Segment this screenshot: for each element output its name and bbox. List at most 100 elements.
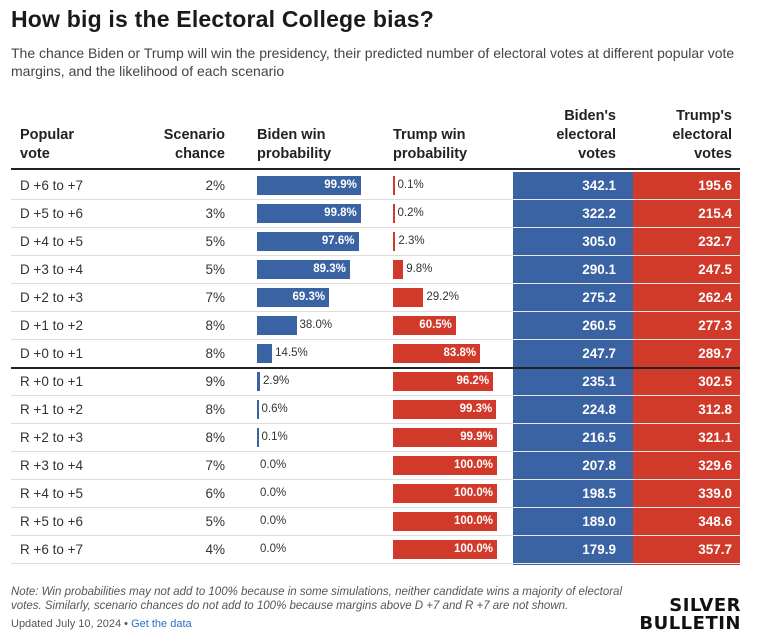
trump-win-bar [393,400,497,419]
popular-vote-cell: D +4 to +5 [20,234,84,249]
ev-row-divider [513,423,740,424]
biden-win-bar [257,316,297,335]
ev-row-divider [513,479,740,480]
biden-win-label: 0.0% [260,459,287,471]
popular-vote-cell: D +3 to +4 [20,262,84,277]
popular-vote-cell: R +1 to +2 [20,402,84,417]
scenario-chance-cell: 9% [205,374,225,389]
trump-win-label: 29.2% [426,291,459,303]
trump-ev-value: 277.3 [698,318,732,333]
scenario-chance-cell: 6% [205,486,225,501]
header-biden-ev-line3: votes [578,146,616,162]
biden-win-label: 69.3% [292,291,326,303]
get-data-link[interactable]: Get the data [131,618,192,630]
trump-win-bar [393,484,497,503]
scenario-chance-cell: 8% [205,346,225,361]
silver-bulletin-logo: SILVER BULLETIN [639,597,741,633]
updated-date: Updated July 10, 2024 [11,618,122,630]
header-trump-ev: Trump's electoral votes [640,107,732,164]
biden-win-bar [257,288,330,307]
biden-ev-value: 216.5 [582,430,616,445]
table-row: D +0 to +1 8% 14.5% 83.8% 247.7 289.7 [11,340,740,368]
header-biden-ev-line1: Biden's [564,108,616,124]
biden-ev-value: 247.7 [582,346,616,361]
trump-ev-value: 247.5 [698,262,732,277]
header-popular-vote-line1: Popular [20,127,74,143]
popular-vote-cell: D +1 to +2 [20,318,84,333]
trump-win-bar [393,260,404,279]
trump-win-label: 100.0% [453,515,493,527]
trump-ev-value: 321.1 [698,430,732,445]
biden-win-label: 99.8% [324,207,357,219]
header-scenario-chance-line2: chance [175,146,225,162]
popular-vote-cell: R +0 to +1 [20,374,84,389]
ev-row-divider [513,563,740,564]
trump-ev-value: 232.7 [698,234,732,249]
biden-win-label: 97.6% [321,235,355,247]
biden-win-label: 0.6% [261,403,288,415]
header-trump-ev-line2: electoral [672,127,732,143]
table-row: R +0 to +1 9% 2.9% 96.2% 235.1 302.5 [11,368,740,396]
popular-vote-cell: D +0 to +1 [20,346,84,361]
row-divider [11,311,740,312]
popular-vote-cell: R +2 to +3 [20,430,84,445]
biden-win-bar [257,372,261,391]
header-biden-win: Biden win probability [257,126,331,164]
trump-win-label: 9.8% [406,263,433,275]
scenario-chance-cell: 7% [205,290,225,305]
scenario-chance-cell: 5% [205,514,225,529]
biden-ev-value: 290.1 [582,262,616,277]
trump-win-bar [393,204,395,223]
scenario-chance-cell: 5% [205,262,225,277]
table-row: D +2 to +3 7% 69.3% 29.2% 275.2 262.4 [11,284,740,312]
biden-win-label: 0.0% [260,487,287,499]
biden-win-bar [257,204,361,223]
trump-win-label: 99.3% [459,403,493,415]
header-biden-win-line2: probability [257,146,332,162]
biden-win-bar [257,232,359,251]
biden-ev-value: 322.2 [582,206,616,221]
row-divider [11,283,740,284]
biden-win-bar [257,176,361,195]
biden-ev-value: 235.1 [582,374,616,389]
trump-ev-value: 195.6 [698,178,732,193]
scenario-chance-cell: 3% [205,206,225,221]
ev-row-divider [513,339,740,340]
trump-win-label: 2.3% [398,235,425,247]
header-biden-ev: Biden's electoral votes [520,107,616,164]
logo-line2: BULLETIN [639,613,741,634]
header-trump-ev-line3: votes [694,146,732,162]
biden-ev-value: 275.2 [582,290,616,305]
chart-title: How big is the Electoral College bias? [11,6,434,32]
ev-row-divider [513,283,740,284]
trump-win-bar [393,344,481,363]
logo-line1: SILVER [669,595,741,616]
popular-vote-cell: R +6 to +7 [20,542,84,557]
ev-row-divider [513,535,740,536]
ev-row-divider [513,311,740,312]
scenario-chance-cell: 8% [205,402,225,417]
biden-win-label: 14.5% [275,347,308,359]
table-row: D +3 to +4 5% 89.3% 9.8% 290.1 247.5 [11,256,740,284]
trump-ev-value: 329.6 [698,458,732,473]
trump-ev-value: 348.6 [698,514,732,529]
scenario-chance-cell: 4% [205,542,225,557]
table-row: R +6 to +7 4% 0.0% 100.0% 179.9 357.7 [11,536,740,564]
biden-win-label: 89.3% [313,263,346,275]
scenario-chance-cell: 7% [205,458,225,473]
popular-vote-cell: R +3 to +4 [20,458,84,473]
ev-row-divider [513,395,740,396]
ev-row-divider [513,507,740,508]
popular-vote-cell: R +5 to +6 [20,514,84,529]
trump-ev-value: 312.8 [698,402,732,417]
trump-win-label: 0.2% [397,207,424,219]
trump-win-bar [393,512,497,531]
biden-ev-value: 207.8 [582,458,616,473]
chart-subtitle: The chance Biden or Trump will win the p… [11,45,735,79]
democrat-republican-divider [11,367,740,369]
trump-win-label: 96.2% [456,375,490,387]
row-divider [11,507,740,508]
ev-row-divider [513,451,740,452]
biden-ev-value: 260.5 [582,318,616,333]
row-divider [11,535,740,536]
